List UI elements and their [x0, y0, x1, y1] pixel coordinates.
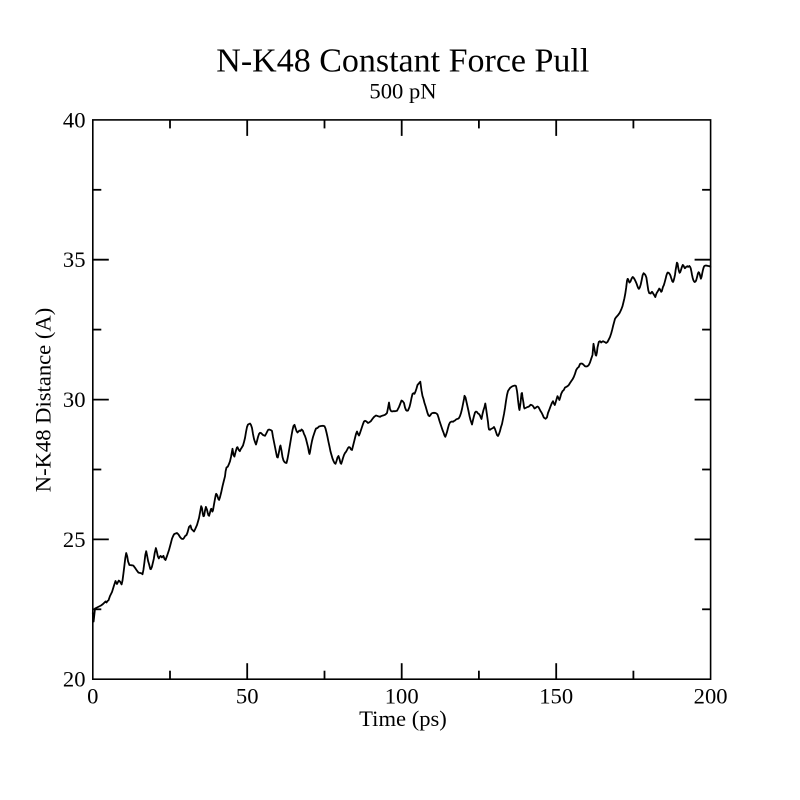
- svg-text:20: 20: [63, 667, 86, 692]
- svg-text:25: 25: [63, 527, 86, 552]
- svg-text:35: 35: [63, 247, 86, 272]
- svg-text:50: 50: [236, 684, 259, 709]
- svg-text:40: 40: [63, 107, 86, 132]
- svg-text:100: 100: [385, 684, 419, 709]
- svg-text:N-K48 Distance (A): N-K48 Distance (A): [31, 308, 56, 492]
- svg-text:150: 150: [539, 684, 573, 709]
- svg-text:Time (ps): Time (ps): [359, 706, 447, 731]
- svg-text:N-K48 Constant Force Pull: N-K48 Constant Force Pull: [216, 43, 589, 80]
- svg-text:200: 200: [694, 684, 728, 709]
- svg-text:500 pN: 500 pN: [369, 79, 436, 104]
- svg-text:30: 30: [63, 387, 86, 412]
- svg-text:0: 0: [87, 684, 98, 709]
